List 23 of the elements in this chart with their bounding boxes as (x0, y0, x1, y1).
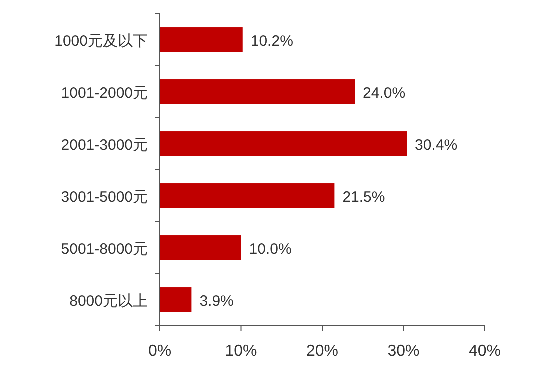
data-label: 3.9% (200, 293, 234, 310)
bar (160, 184, 335, 208)
x-tick-label: 0% (148, 343, 172, 360)
x-tick-label: 40% (468, 343, 502, 360)
data-label: 30.4% (415, 137, 458, 154)
data-label: 10.2% (250, 33, 294, 50)
x-tick-label: 30% (388, 343, 420, 360)
y-tick-label: 1001-2000元 (61, 85, 148, 102)
bar (160, 288, 192, 312)
y-tick-label: 5001-8000元 (61, 241, 148, 258)
data-label: 21.5% (342, 189, 386, 206)
bar (160, 80, 355, 104)
y-tick-label: 8000元以上 (70, 293, 148, 310)
x-tick-label: 20% (306, 343, 339, 360)
x-tick-label: 10% (225, 343, 258, 360)
data-label: 24.0% (363, 85, 406, 102)
y-tick-label: 1000元及以下 (54, 33, 148, 50)
bar (160, 236, 242, 260)
y-tick-label: 3001-5000元 (61, 189, 148, 206)
data-label: 10.0% (249, 241, 292, 258)
y-tick-label: 2001-3000元 (61, 137, 148, 154)
bar (160, 28, 243, 52)
bar (160, 132, 407, 156)
